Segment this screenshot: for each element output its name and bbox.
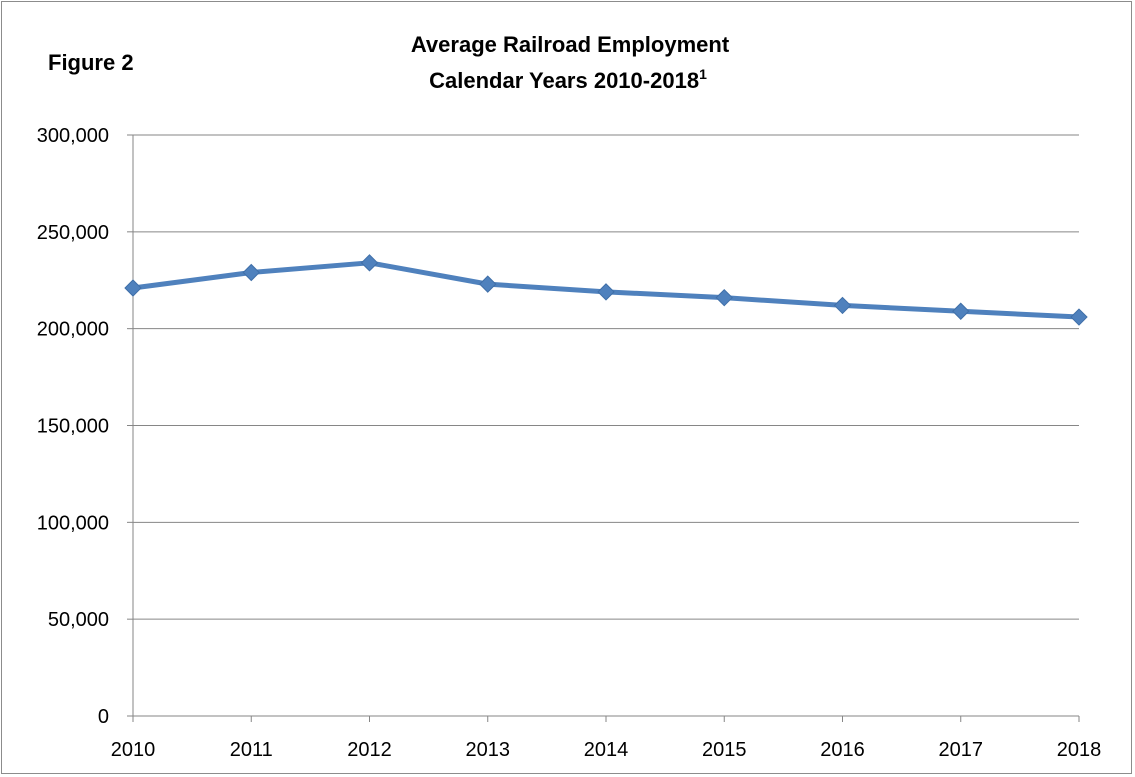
chart-title-superscript: 1	[699, 66, 707, 82]
x-axis-ticks: 2010 2011 2012 2013 2014 2015 2016 2017 2018	[111, 716, 1102, 761]
chart-title-line1: Average Railroad Employment	[411, 32, 730, 57]
figure-label: Figure 2	[48, 50, 134, 75]
x-tick-label: 2011	[230, 739, 273, 761]
y-tick-label: 200,000	[37, 319, 109, 341]
y-axis-ticks: 0 50,000 100,000 150,000 200,000 250,000 300,0…	[37, 125, 133, 728]
data-point-marker	[952, 302, 970, 320]
x-tick-label: 2017	[939, 739, 984, 761]
y-tick-label: 250,000	[37, 222, 109, 244]
data-point-marker	[715, 288, 733, 307]
x-tick-label: 2015	[702, 739, 747, 761]
data-point-marker	[597, 283, 615, 301]
series-markers	[124, 254, 1088, 326]
chart-title-line2-text: Calendar Years 2010-2018	[429, 68, 699, 93]
data-point-marker	[833, 296, 852, 315]
data-point-marker	[124, 279, 142, 297]
y-tick-label: 100,000	[37, 512, 109, 534]
x-tick-label: 2012	[347, 739, 392, 761]
data-point-marker	[242, 263, 260, 282]
data-point-marker	[479, 275, 497, 293]
x-tick-label: 2016	[820, 739, 865, 761]
data-point-marker	[1070, 308, 1088, 326]
gridlines	[132, 134, 1079, 717]
x-tick-label: 2014	[584, 739, 629, 761]
x-tick-label: 2013	[466, 739, 511, 761]
x-tick-label: 2018	[1057, 739, 1102, 761]
y-tick-label: 50,000	[48, 609, 109, 631]
y-tick-label: 0	[98, 706, 109, 728]
chart-title-line2: Calendar Years 2010-20181	[429, 66, 707, 93]
y-tick-label: 300,000	[37, 125, 109, 147]
data-point-marker	[360, 254, 379, 272]
y-tick-label: 150,000	[37, 416, 109, 438]
x-tick-label: 2010	[111, 739, 156, 761]
